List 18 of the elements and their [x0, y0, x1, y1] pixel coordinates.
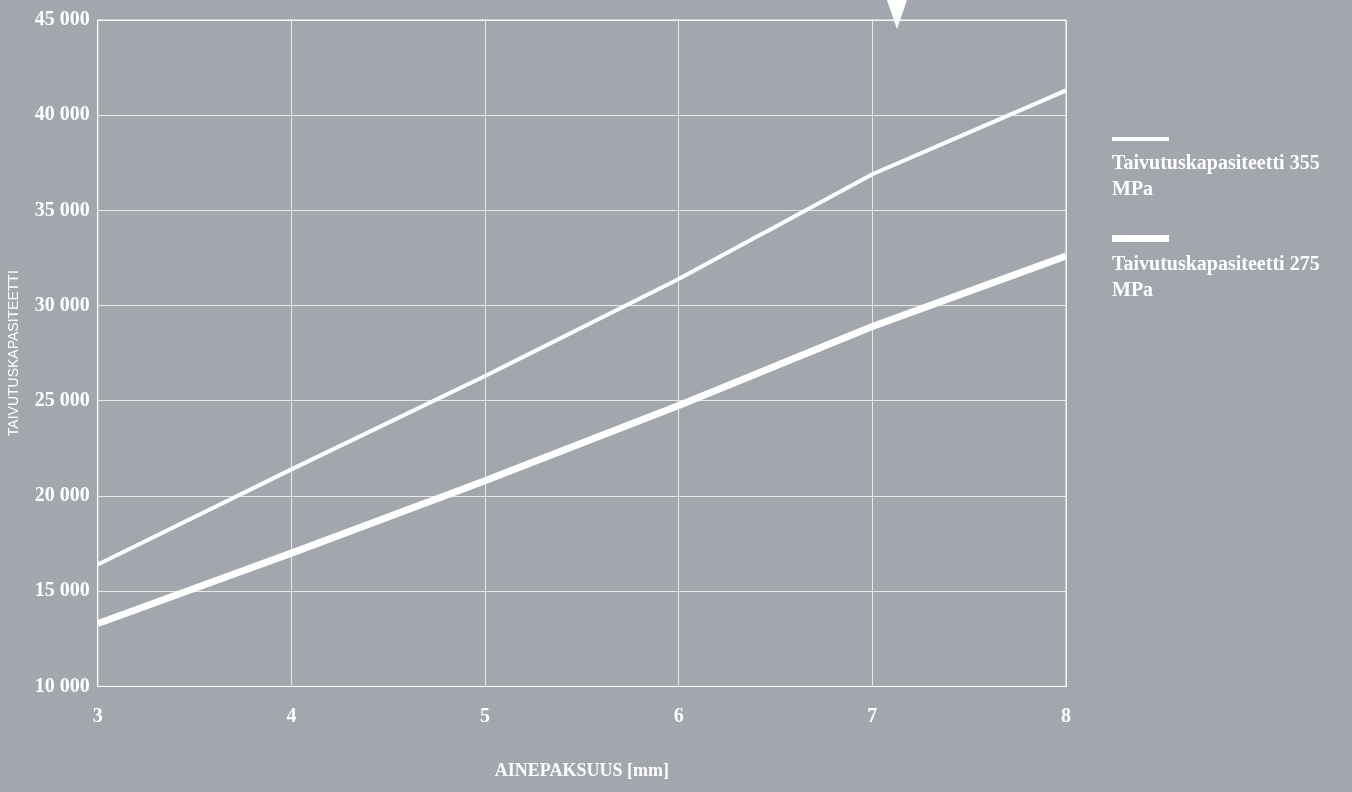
y-tick-label: 45 000	[34, 7, 90, 30]
legend-label: Taivutuskapasiteetti 355 MPa	[1112, 150, 1321, 201]
y-tick-label: 40 000	[34, 102, 90, 125]
y-tick-label: 20 000	[34, 483, 90, 506]
y-tick-label: 25 000	[34, 387, 90, 410]
x-tick-label: 6	[673, 703, 684, 726]
x-axis-title: AINEPAKSUUS [mm]	[494, 759, 669, 780]
x-tick-label: 3	[92, 703, 103, 726]
x-tick-label: 7	[867, 703, 878, 726]
y-tick-label: 35 000	[34, 197, 90, 220]
x-tick-label: 8	[1061, 703, 1071, 726]
y-axis-title: TAIVUTUSKAPASITEETTI	[5, 270, 22, 437]
x-tick-label: 4	[286, 703, 297, 726]
y-tick-label: 30 000	[34, 292, 90, 315]
y-tick-label: 10 000	[34, 673, 90, 696]
x-tick-label: 5	[480, 703, 491, 726]
y-tick-label: 15 000	[34, 578, 90, 601]
legend-label: Taivutuskapasiteetti 275 MPa	[1112, 251, 1321, 302]
